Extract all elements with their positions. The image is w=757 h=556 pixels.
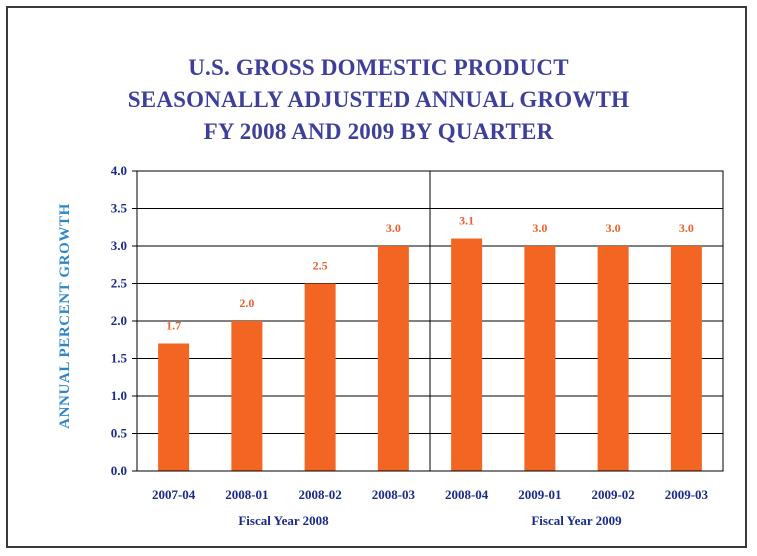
x-tick-label: 2008-03 [372,487,416,502]
chart-title-line-1: U.S. GROSS DOMESTIC PRODUCT [188,55,569,80]
y-tick-label: 2.0 [111,313,127,328]
x-tick-label: 2009-01 [518,487,561,502]
bar-2008-04 [451,238,483,471]
data-label: 3.0 [679,221,694,235]
data-label: 3.0 [386,221,401,235]
data-label: 2.5 [313,259,328,273]
x-tick-label: 2007-04 [152,487,196,502]
bar-2007-04 [158,343,190,471]
x-tick-label: 2008-02 [298,487,341,502]
bar-2009-03 [670,246,702,471]
y-tick-label: 3.0 [111,238,127,253]
bar-2008-02 [304,283,336,471]
y-tick-label: 0.5 [111,426,128,441]
bar-2009-01 [524,246,556,471]
axes [132,170,724,472]
bar-2008-03 [377,246,409,471]
x-tick-label: 2009-02 [591,487,634,502]
chart-title-line-3: FY 2008 AND 2009 BY QUARTER [203,119,554,144]
data-label: 3.0 [606,221,621,235]
chart-title-line-2: SEASONALLY ADJUSTED ANNUAL GROWTH [127,87,630,112]
bar-2008-01 [231,321,263,471]
data-label: 1.7 [166,319,181,333]
group-label: Fiscal Year 2009 [531,513,622,528]
y-tick-label: 0.0 [111,463,127,478]
y-tick-label: 3.5 [111,201,128,216]
bar-2009-02 [597,246,629,471]
data-label: 3.0 [532,221,547,235]
chart-title: U.S. GROSS DOMESTIC PRODUCT SEASONALLY A… [0,52,757,148]
x-tick-label: 2009-03 [665,487,709,502]
data-label: 3.1 [459,214,474,228]
x-tick-label: 2008-04 [445,487,489,502]
y-tick-label: 1.5 [111,351,128,366]
bars [158,238,702,471]
y-tick-label: 2.5 [111,276,128,291]
y-tick-label: 4.0 [111,163,127,178]
data-label: 2.0 [239,296,254,310]
y-tick-label: 1.0 [111,388,127,403]
labels: 0.0 0.5 1.0 1.5 2.0 2.5 3.0 3.5 4.0 1.7 2007-04 2.0… [111,163,709,528]
group-label: Fiscal Year 2008 [238,513,329,528]
y-axis-label: ANNUAL PERCENT GROWTH [57,203,73,429]
x-tick-label: 2008-01 [225,487,268,502]
